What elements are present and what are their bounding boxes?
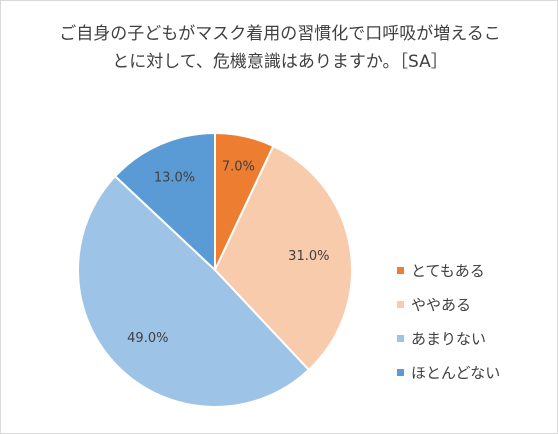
legend: とてもある ややある あまりない ほとんどない <box>397 253 500 389</box>
legend-item: とてもある <box>397 253 500 287</box>
legend-item: あまりない <box>397 321 500 355</box>
legend-swatch <box>397 301 404 308</box>
slice-data-label: 31.0% <box>288 249 329 264</box>
legend-swatch <box>397 369 404 376</box>
slice-data-label: 13.0% <box>154 170 195 185</box>
legend-label: あまりない <box>411 328 486 349</box>
legend-label: ややある <box>411 294 471 315</box>
legend-label: とてもある <box>411 260 485 281</box>
legend-swatch <box>397 335 404 342</box>
legend-label: ほとんどない <box>411 362 500 383</box>
legend-item: ややある <box>397 287 500 321</box>
legend-swatch <box>397 267 404 274</box>
slice-data-label: 7.0% <box>222 160 255 175</box>
slice-data-label: 49.0% <box>127 331 168 346</box>
legend-item: ほとんどない <box>397 355 500 389</box>
